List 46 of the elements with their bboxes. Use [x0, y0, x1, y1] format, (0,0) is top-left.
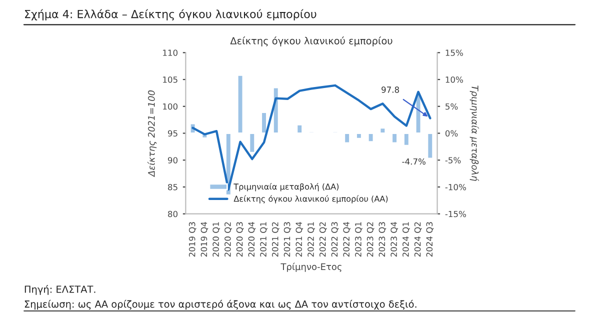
x-tick-label: 2023 Q4: [390, 222, 398, 257]
x-tick-label: 2021 Q2: [272, 222, 280, 257]
x-tick-label: 2023 Q2: [366, 222, 374, 257]
y-tick-label: 95: [168, 130, 178, 137]
x-tick-label: 2019 Q3: [188, 222, 196, 257]
x-tick-label: 2024 Q2: [414, 222, 422, 257]
y2-tick-label: -5%: [445, 157, 461, 164]
annotation: 97.8: [382, 86, 400, 93]
y2-tick-label: -10%: [445, 184, 466, 190]
y2-tick-label: 5%: [446, 103, 458, 110]
x-tick-label: 2022 Q4: [343, 222, 350, 257]
y2-tick-label: 15%: [446, 50, 463, 56]
x-tick-label: 2020 Q4: [248, 222, 256, 257]
x-tick-label: 2024 Q1: [402, 222, 410, 257]
text: Σημείωση: ως ΑΑ ορίζουμε τον αριστερό άξονα και ως ΔΑ τον αντίστοιχο δεξιό.: [24, 300, 416, 310]
x-tick-label: 2020 Q3: [236, 222, 244, 257]
x-tick-label: 2021 Q4: [296, 222, 303, 257]
y-tick-label: 85: [168, 184, 178, 190]
x-tick-label: 2021 Q3: [284, 222, 292, 257]
y2-tick-label: 0%: [445, 130, 458, 137]
legend-label: Τριμηνιαία μεταβολή (ΔΑ): [234, 183, 339, 192]
y-axis-title: Δείκτης 2021=100: [147, 90, 157, 178]
y2-tick-label: -15%: [445, 210, 466, 218]
annotation: -4.7%: [402, 158, 426, 165]
x-axis-title: Τρίμηνο-Ετος: [280, 262, 342, 272]
y2-tick-label: 10%: [446, 76, 463, 83]
y-tick-label: 100: [163, 103, 178, 110]
y-tick-label: 80: [168, 210, 178, 218]
x-tick-label: 2023 Q3: [378, 222, 386, 257]
x-tick-label: 2020 Q2: [224, 222, 232, 257]
x-tick-label: 2022 Q1: [308, 222, 315, 257]
x-tick-label: 2021 Q1: [260, 222, 268, 257]
chart-subtitle: Δείκτης όγκου λιανικού εμπορίου: [230, 36, 392, 46]
y-tick-label: 90: [168, 157, 178, 164]
x-tick-label: 2022 Q3: [331, 222, 339, 257]
x-tick-label: 2020 Q1: [212, 222, 220, 257]
y-tick-label: 105: [163, 76, 178, 83]
chart-title: Σχήμα 4: Ελλάδα – Δείκτης όγκου λιανικού εμπορίου: [25, 9, 316, 20]
x-tick-label: 2024 Q3: [426, 222, 434, 257]
text: Πηγή: ΕΛΣΤΑΤ.: [24, 285, 96, 295]
y-tick-label: 110: [163, 50, 178, 56]
y2-axis-title: Τριμηνιαία μεταβολή: [470, 86, 479, 182]
legend-label: Δείκτης όγκου λιανικού εμπορίου (ΑΑ): [234, 195, 388, 204]
x-tick-label: 2022 Q2: [319, 222, 327, 257]
x-tick-label: 2019 Q4: [200, 222, 208, 257]
x-tick-label: 2023 Q1: [355, 222, 362, 257]
